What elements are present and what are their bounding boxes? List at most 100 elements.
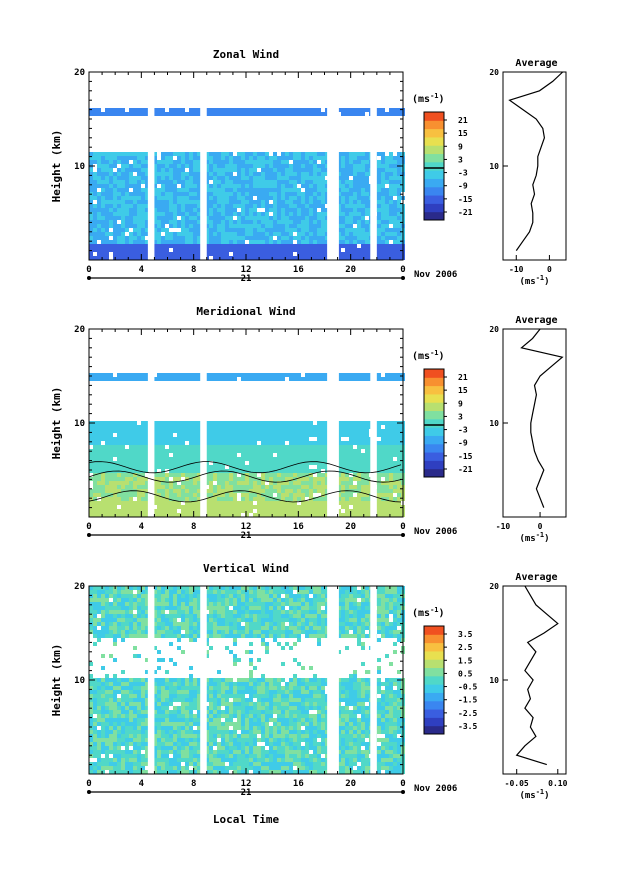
colorbar: (ms-1)3.52.51.50.5-0.5-1.5-2.5-3.5 [412, 606, 477, 735]
colorbar-tick: 0.5 [458, 669, 473, 678]
colorbar-swatch [424, 120, 444, 129]
colorbar-swatch [424, 212, 444, 221]
colorbar-tick: 21 [458, 116, 468, 125]
x-tick-label: 16 [293, 265, 304, 275]
profile-y-tick: 20 [489, 68, 499, 77]
month-label: Nov 2006 [414, 784, 457, 794]
panel-title: Meridional Wind [196, 305, 295, 318]
colorbar-unit: (ms-1) [412, 92, 445, 105]
profile-frame [503, 329, 566, 517]
data-gap [370, 329, 377, 517]
x-tick-label: 4 [139, 779, 145, 789]
data-gap [148, 329, 155, 517]
date-label: 21 [241, 788, 252, 798]
colorbar-swatch [424, 643, 444, 652]
colorbar-swatch [424, 369, 444, 378]
colorbar-swatch [424, 684, 444, 693]
profile-title: Average [515, 58, 557, 69]
profile-y-tick: 10 [489, 419, 499, 428]
profile-line [517, 586, 558, 765]
colorbar-swatch [424, 626, 444, 635]
colorbar-tick: -2.5 [458, 709, 477, 718]
colorbar-swatch [424, 659, 444, 668]
profile-title: Average [515, 315, 557, 326]
x-tick-label: 16 [293, 779, 304, 789]
colorbar-tick: -3 [458, 169, 468, 178]
colorbar-swatch [424, 460, 444, 469]
profile-x-tick: 0.10 [548, 779, 567, 788]
y-axis-label: Height (km) [50, 644, 63, 717]
colorbar-swatch [424, 402, 444, 411]
colorbar-tick: 15 [458, 129, 468, 138]
colorbar-swatch [424, 112, 444, 121]
x-tick-label: 0 [400, 265, 405, 275]
profile-y-tick: 10 [489, 162, 499, 171]
x-tick-label: 4 [139, 265, 145, 275]
data-gap [200, 586, 207, 774]
profile-line [510, 72, 563, 251]
profile-y-tick: 10 [489, 676, 499, 685]
colorbar-swatch [424, 452, 444, 461]
colorbar-swatch [424, 701, 444, 710]
heatmap-field [89, 329, 405, 517]
y-tick-label: 10 [74, 676, 85, 686]
x-tick-label: 8 [191, 522, 196, 532]
profile-x-tick: -10 [509, 265, 524, 274]
colorbar-swatch [424, 195, 444, 204]
colorbar-unit: (ms-1) [412, 606, 445, 619]
colorbar-tick: 21 [458, 373, 468, 382]
colorbar-swatch [424, 145, 444, 154]
y-tick-label: 10 [74, 419, 85, 429]
x-tick-label: 8 [191, 779, 196, 789]
month-label: Nov 2006 [414, 270, 457, 280]
profile-line [522, 329, 563, 508]
y-tick-label: 20 [74, 582, 85, 592]
month-label: Nov 2006 [414, 527, 457, 537]
x-tick-label: 0 [86, 779, 91, 789]
profile-frame [503, 72, 566, 260]
colorbar-tick: 9 [458, 399, 463, 408]
x-tick-label: 20 [345, 779, 356, 789]
colorbar-tick: -0.5 [458, 683, 477, 692]
x-tick-label: 0 [400, 522, 405, 532]
colorbar-tick: -9 [458, 439, 468, 448]
colorbar-tick: -15 [458, 452, 473, 461]
data-gap [327, 72, 339, 260]
y-axis-label: Height (km) [50, 130, 63, 203]
colorbar-swatch [424, 411, 444, 420]
x-tick-label: 0 [86, 522, 91, 532]
colorbar-unit: (ms-1) [412, 349, 445, 362]
colorbar-swatch [424, 709, 444, 718]
colorbar-tick: 3.5 [458, 630, 473, 639]
colorbar-swatch [424, 444, 444, 453]
colorbar-swatch [424, 386, 444, 395]
colorbar-tick: 15 [458, 386, 468, 395]
colorbar-tick: 1.5 [458, 656, 473, 665]
colorbar-swatch [424, 178, 444, 187]
data-gap [200, 329, 207, 517]
date-label: 21 [241, 531, 252, 541]
colorbar-tick: -21 [458, 208, 473, 217]
colorbar-swatch [424, 162, 444, 171]
data-gap [327, 329, 339, 517]
y-axis-label: Height (km) [50, 387, 63, 460]
colorbar-swatch [424, 668, 444, 677]
profile-title: Average [515, 572, 557, 583]
profile-x-tick: 0 [538, 522, 543, 531]
x-tick-label: 20 [345, 522, 356, 532]
colorbar-swatch [424, 154, 444, 163]
x-tick-label: 16 [293, 522, 304, 532]
x-tick-label: 8 [191, 265, 196, 275]
x-tick-label: 0 [400, 779, 405, 789]
colorbar-swatch [424, 129, 444, 138]
profile-x-tick: 0 [547, 265, 552, 274]
profile-y-tick: 20 [489, 582, 499, 591]
data-gap [370, 72, 377, 260]
colorbar-tick: 3 [458, 155, 463, 164]
colorbar-swatch [424, 419, 444, 428]
